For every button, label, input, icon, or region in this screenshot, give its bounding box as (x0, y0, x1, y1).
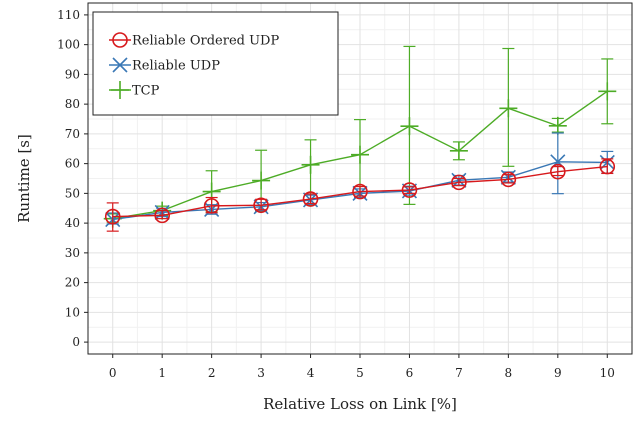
y-tick-label: 10 (65, 305, 80, 319)
data-point (203, 198, 220, 214)
error-bar (106, 202, 119, 232)
x-tick-label: 4 (307, 366, 315, 380)
y-tick-label: 110 (57, 8, 80, 22)
data-point (253, 197, 269, 214)
data-point (352, 183, 368, 200)
legend-items: Reliable Ordered UDP Reliable UDP TCP (109, 32, 279, 99)
series-line (112, 165, 608, 218)
y-tick-label: 50 (65, 186, 80, 200)
legend: Reliable Ordered UDP Reliable UDP TCP (92, 11, 339, 116)
data-point (401, 182, 418, 198)
y-tick-label: 0 (72, 335, 80, 349)
data-point (302, 191, 319, 207)
x-tick-label: 6 (406, 366, 414, 380)
legend-label: Reliable UDP (132, 59, 220, 74)
data-point (500, 171, 517, 188)
marker-stroke (112, 57, 128, 73)
x-tick-label: 1 (158, 366, 166, 380)
x-tick-label: 5 (356, 366, 364, 380)
data-point (451, 174, 467, 191)
x-tick-label: 3 (257, 366, 265, 380)
data-point (449, 141, 468, 160)
data-point (351, 145, 369, 164)
data-point (301, 155, 320, 174)
y-tick-label: 80 (65, 97, 80, 111)
error-bar (551, 132, 564, 195)
x-tick-label: 8 (505, 366, 513, 380)
legend-item: Reliable UDP (109, 57, 220, 74)
y-axis-label: Runtime [s] (15, 134, 33, 223)
y-tick-label: 40 (65, 216, 80, 230)
legend-item: TCP (109, 81, 160, 99)
legend-label: Reliable Ordered UDP (132, 34, 279, 49)
legend-item: Reliable Ordered UDP (109, 32, 279, 49)
x-tick-label: 2 (208, 366, 216, 380)
x-tick-label: 9 (554, 366, 562, 380)
data-point (252, 171, 271, 190)
legend-swatch-marker (111, 81, 129, 99)
legend-swatch-marker (112, 32, 128, 48)
data-point (548, 116, 567, 135)
data-point (154, 207, 170, 224)
y-tick-label: 30 (65, 246, 80, 260)
y-tick-label: 70 (65, 127, 80, 141)
legend-box (92, 11, 339, 116)
data-point (104, 208, 121, 225)
plot-frame (87, 2, 633, 355)
data-point (599, 158, 616, 175)
legend-label: TCP (132, 84, 160, 99)
data-point (598, 82, 617, 101)
x-tick-label: 0 (109, 366, 117, 380)
data-point (499, 99, 518, 118)
data-point (400, 117, 419, 136)
x-tick-label: 10 (600, 366, 615, 380)
x-axis-label: Relative Loss on Link [%] (263, 395, 457, 413)
y-tick-label: 20 (65, 276, 80, 290)
series-reliable-ordered-udp (104, 158, 616, 232)
series-layer (103, 45, 617, 232)
data-point (550, 163, 566, 180)
y-tick-label: 100 (57, 38, 80, 52)
legend-swatch-marker (112, 57, 128, 73)
tick-labels: 0 10 20 30 40 50 60 70 80 90 100 110 0 1 2 3 4 5 6 7 8 9 10 (57, 8, 615, 380)
y-tick-label: 60 (65, 157, 80, 171)
x-tick-label: 7 (455, 366, 463, 380)
y-tick-label: 90 (65, 67, 80, 81)
